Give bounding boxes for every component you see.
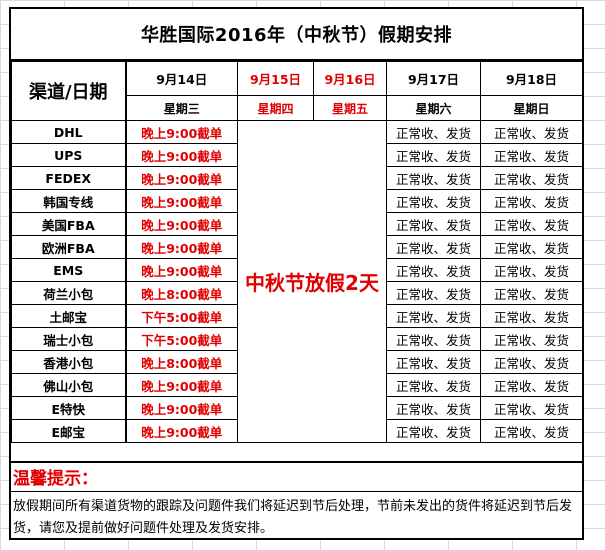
cutoff-time: 晚上9:00截单 [125,143,238,167]
weekday-header: 星期四 [237,95,314,121]
sunday-status: 正常收、发货 [480,120,583,144]
saturday-status: 正常收、发货 [386,212,481,236]
table-row: 美国FBA 晚上9:00截单 正常收、发货 正常收、发货 [11,212,583,236]
cutoff-time: 下午5:00截单 [125,304,238,328]
sunday-status: 正常收、发货 [480,258,583,282]
channel-name: UPS [11,143,127,167]
table-row: UPS 晚上9:00截单 正常收、发货 正常收、发货 [11,143,583,167]
sunday-status: 正常收、发货 [480,304,583,328]
channel-date-header: 渠道/日期 [11,61,127,121]
weekday-header: 星期日 [480,95,583,121]
cutoff-time: 晚上9:00截单 [125,396,238,420]
channel-name: E邮宝 [11,419,127,443]
sunday-status: 正常收、发货 [480,189,583,213]
cutoff-time: 晚上8:00截单 [125,281,238,305]
cutoff-time: 晚上9:00截单 [125,212,238,236]
table-row: 荷兰小包 晚上8:00截单 正常收、发货 正常收、发货 [11,281,583,305]
saturday-status: 正常收、发货 [386,189,481,213]
sunday-status: 正常收、发货 [480,143,583,167]
sunday-status: 正常收、发货 [480,373,583,397]
saturday-status: 正常收、发货 [386,304,481,328]
table-row: EMS 晚上9:00截单 正常收、发货 正常收、发货 [11,258,583,282]
table-row: E邮宝 晚上9:00截单 正常收、发货 正常收、发货 [11,419,583,443]
channel-name: 佛山小包 [11,373,127,397]
saturday-status: 正常收、发货 [386,327,481,351]
saturday-status: 正常收、发货 [386,258,481,282]
table-row: DHL 晚上9:00截单 中秋节放假2天 正常收、发货 正常收、发货 [11,120,583,443]
table-row: 欧洲FBA 晚上9:00截单 正常收、发货 正常收、发货 [11,235,583,259]
date-header: 9月14日 [125,61,238,96]
table-row: 佛山小包 晚上9:00截单 正常收、发货 正常收、发货 [11,373,583,397]
sunday-status: 正常收、发货 [480,396,583,420]
channel-name: FEDEX [11,166,127,190]
cutoff-time: 晚上9:00截单 [125,258,238,282]
table-row: E特快 晚上9:00截单 正常收、发货 正常收、发货 [11,396,583,420]
channel-name: 韩国专线 [11,189,127,213]
cutoff-time: 下午5:00截单 [125,327,238,351]
channel-name: 荷兰小包 [11,281,127,305]
weekday-header: 星期五 [313,95,387,121]
channel-name: 美国FBA [11,212,127,236]
cutoff-time: 晚上9:00截单 [125,235,238,259]
channel-name: 香港小包 [11,350,127,374]
channel-name: 欧洲FBA [11,235,127,259]
saturday-status: 正常收、发货 [386,419,481,443]
saturday-status: 正常收、发货 [386,281,481,305]
cutoff-time: 晚上9:00截单 [125,419,238,443]
date-header-row: 渠道/日期 9月14日 9月15日 9月16日 9月17日 9月18日 [11,61,583,121]
weekday-header: 星期六 [386,95,481,121]
sunday-status: 正常收、发货 [480,350,583,374]
channel-name: 土邮宝 [11,304,127,328]
channel-name: DHL [11,120,127,144]
sunday-status: 正常收、发货 [480,166,583,190]
cutoff-time: 晚上9:00截单 [125,166,238,190]
tips-title: 温馨提示： [13,469,98,489]
channel-name: E特快 [11,396,127,420]
tips-section: 温馨提示： 放假期间所有渠道货物的跟踪及问题件我们将延迟到节后处理，节前未发出的… [11,461,582,538]
saturday-status: 正常收、发货 [386,143,481,167]
cutoff-time: 晚上8:00截单 [125,350,238,374]
saturday-status: 正常收、发货 [386,350,481,374]
cutoff-time: 晚上9:00截单 [125,189,238,213]
holiday-note: 中秋节放假2天 [237,120,387,443]
sunday-status: 正常收、发货 [480,281,583,305]
saturday-status: 正常收、发货 [386,373,481,397]
sunday-status: 正常收、发货 [480,212,583,236]
sunday-status: 正常收、发货 [480,327,583,351]
channel-name: 瑞士小包 [11,327,127,351]
table-row: 香港小包 晚上8:00截单 正常收、发货 正常收、发货 [11,350,583,374]
sunday-status: 正常收、发货 [480,235,583,259]
saturday-status: 正常收、发货 [386,166,481,190]
weekday-header-row: 星期三 星期四 星期五 星期六 星期日 [12,95,583,121]
saturday-status: 正常收、发货 [386,396,481,420]
date-header: 9月15日 [237,61,314,96]
channel-name: EMS [11,258,127,282]
tips-body: 放假期间所有渠道货物的跟踪及问题件我们将延迟到节后处理，节前未发出的货件将延迟到… [13,499,573,536]
table-row: 韩国专线 晚上9:00截单 正常收、发货 正常收、发货 [11,189,583,213]
cutoff-time: 晚上9:00截单 [125,120,238,144]
schedule-frame: 华胜国际2016年（中秋节）假期安排 渠道/日期 9月14日 9月15日 9月1… [9,7,584,540]
page-title: 华胜国际2016年（中秋节）假期安排 [11,9,582,61]
schedule-table: 渠道/日期 9月14日 9月15日 9月16日 9月17日 9月18日 星期三 … [11,61,583,443]
date-header: 9月16日 [313,61,387,96]
sunday-status: 正常收、发货 [480,419,583,443]
saturday-status: 正常收、发货 [386,235,481,259]
saturday-status: 正常收、发货 [386,120,481,144]
date-header: 9月18日 [480,61,583,96]
divider [11,491,582,492]
weekday-header: 星期三 [125,95,238,121]
date-header: 9月17日 [386,61,481,96]
table-row: 瑞士小包 下午5:00截单 正常收、发货 正常收、发货 [11,327,583,351]
table-row: FEDEX 晚上9:00截单 正常收、发货 正常收、发货 [11,166,583,190]
cutoff-time: 晚上9:00截单 [125,373,238,397]
